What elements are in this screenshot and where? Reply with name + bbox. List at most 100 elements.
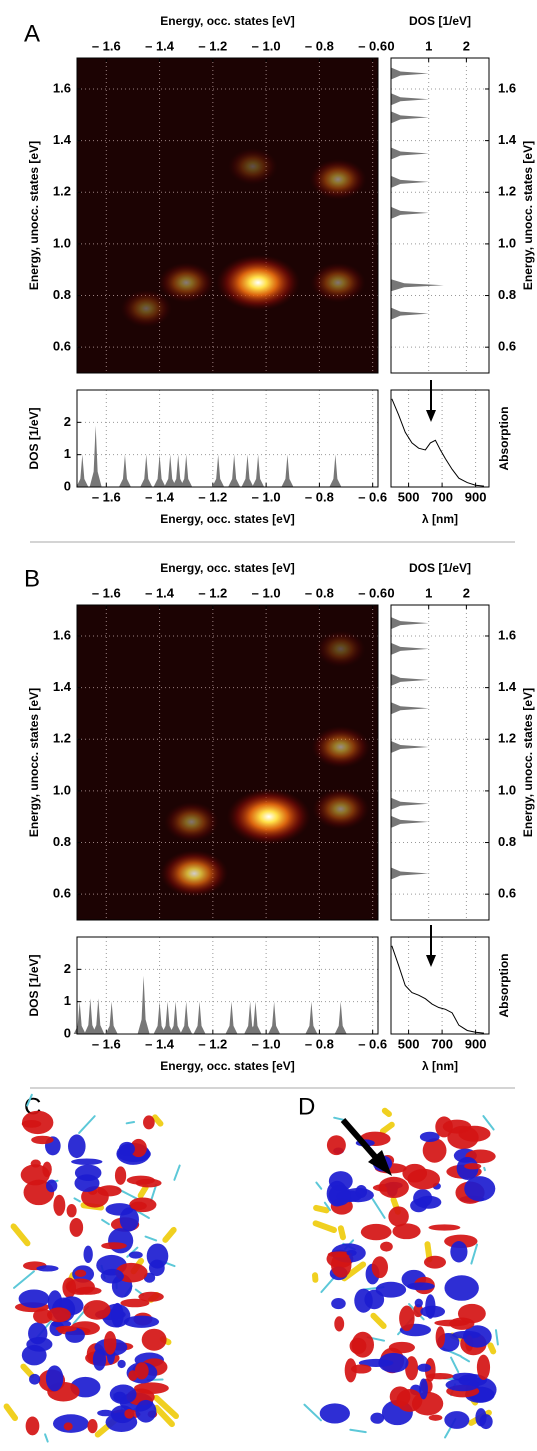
y-tick-label: 0.8 (53, 287, 71, 302)
x-tick-label: – 1.4 (145, 585, 175, 600)
dos-peak (193, 1001, 206, 1034)
x-tick-label: – 1.2 (198, 489, 227, 504)
plot-frame (390, 389, 490, 488)
x-tick-label: – 1.6 (92, 38, 121, 53)
orbital-lobe (130, 1201, 147, 1211)
x-tick-label: 0 (387, 585, 394, 600)
bond (333, 1116, 346, 1122)
dos-peak (180, 1001, 193, 1034)
orbital-lobe (135, 1399, 157, 1423)
orbital-lobe (445, 1378, 480, 1392)
bond (173, 1164, 181, 1181)
orbital-lobe (47, 1307, 71, 1323)
dos-peak (164, 454, 177, 487)
y-axis-label: Energy, unocc. states [eV] (521, 688, 535, 837)
dos-peak (268, 1001, 281, 1034)
orbital-lobe (331, 1252, 352, 1278)
heat-spot (309, 158, 367, 200)
plot-frame (76, 604, 379, 921)
bond (312, 1220, 337, 1233)
x-tick-label: – 0.6 (358, 489, 387, 504)
bond (137, 1184, 149, 1199)
orbital-lobe (354, 1288, 373, 1313)
orbital-lobe (425, 1294, 436, 1319)
absorption-line (391, 945, 485, 1034)
dos-peak (73, 1001, 86, 1034)
x-axis-label: Energy, occ. states [eV] (160, 1059, 295, 1073)
orbital-lobe (63, 1422, 73, 1431)
orbital-lobe (424, 1358, 436, 1382)
orbital-lobe (328, 1184, 351, 1206)
heat-spot (163, 801, 220, 842)
arrow (426, 925, 436, 967)
heat-spots (120, 147, 367, 328)
x-tick-label: – 1.0 (252, 38, 281, 53)
bond (78, 1115, 96, 1134)
bond (313, 1204, 330, 1214)
orbital-lobe (75, 1286, 102, 1295)
arrow (340, 1118, 392, 1176)
dos-peak (137, 975, 150, 1034)
heat-spot (216, 254, 301, 311)
orbital-lobe (114, 1166, 127, 1185)
orbital-lobe (124, 1409, 135, 1419)
dos-peak (391, 815, 429, 828)
x-axis-label: Energy, occ. states [eV] (160, 512, 295, 526)
plot-frame (76, 57, 379, 374)
dos-peak (391, 673, 429, 686)
orbital-lobe (435, 1326, 446, 1348)
orbital-lobe (388, 1206, 409, 1227)
orbital-lobe (101, 1242, 127, 1250)
y-tick-label: 1.0 (498, 782, 516, 797)
y-tick-label: 0.8 (498, 287, 516, 302)
x-axis-label: Energy, occ. states [eV] (160, 14, 295, 28)
dos-peak (334, 1001, 347, 1034)
y-tick-label: 1.6 (53, 627, 71, 642)
orbital-lobe (378, 1352, 409, 1373)
bond (162, 1226, 177, 1243)
x-tick-label: – 1.4 (145, 1036, 175, 1051)
y-axis-label: Energy, unocc. states [eV] (27, 141, 41, 290)
x-tick-label: 1 (425, 38, 432, 53)
orbital-lobe (423, 1255, 446, 1269)
dos-peak (92, 998, 105, 1034)
orbital-lobe (130, 1138, 147, 1158)
orbital-lobe (108, 1228, 134, 1254)
dos-peak (76, 454, 89, 487)
orbital-lobe (419, 1131, 440, 1143)
y-tick-label: 1.2 (53, 731, 71, 746)
dos-peak (391, 702, 429, 715)
absorption-line (391, 398, 485, 487)
bond (101, 1218, 110, 1226)
dos-peak (225, 1001, 238, 1034)
x-tick-label: – 0.8 (305, 489, 334, 504)
orbital-lobe (392, 1223, 421, 1240)
dos-peak (391, 741, 429, 754)
orbital-lobe (380, 1241, 393, 1252)
orbital-lobe (103, 1330, 117, 1355)
x-tick-label: – 1.2 (198, 38, 227, 53)
orbital-lobe (406, 1282, 435, 1291)
bond (494, 1329, 499, 1346)
heat-spots (160, 630, 371, 898)
dos-peak (180, 454, 193, 487)
x-tick-label: – 0.6 (358, 585, 387, 600)
dos-peak (391, 67, 429, 80)
x-tick-label: – 0.8 (305, 38, 334, 53)
x-tick-label: – 0.8 (305, 1036, 334, 1051)
x-tick-label: – 1.4 (145, 489, 175, 504)
dos-peak (329, 454, 342, 487)
orbital-lobe (358, 1358, 394, 1367)
x-axis-label: Energy, occ. states [eV] (160, 561, 295, 575)
dos-peak (212, 454, 225, 487)
panel-label: D (298, 1093, 315, 1120)
orbital-lobe (128, 1251, 143, 1259)
heat-spot (158, 262, 215, 303)
y-tick-label: 2 (64, 961, 71, 976)
orbital-lobe (109, 1384, 137, 1405)
y-axis-label: DOS [1/eV] (27, 954, 41, 1016)
y-tick-label: 0.6 (53, 886, 71, 901)
dos-peak (391, 617, 429, 630)
y-tick-label: 1.2 (498, 731, 516, 746)
orbital-lobe (413, 1303, 424, 1318)
